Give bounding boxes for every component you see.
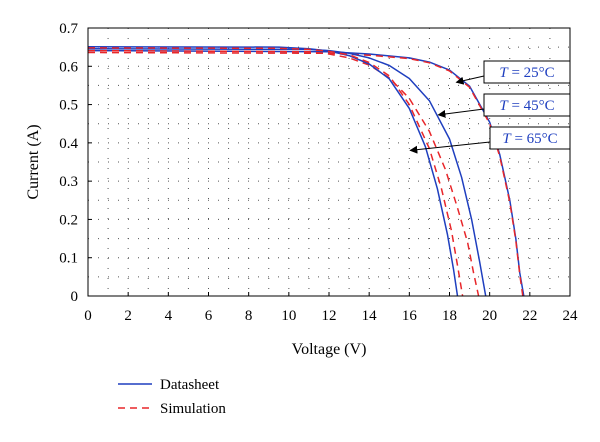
series-datasheet-t45 xyxy=(87,47,487,297)
series-simulation-t25 xyxy=(87,51,524,297)
x-axis-ticks: 0 2 4 6 8 10 12 14 16 18 20 22 24 xyxy=(84,292,578,324)
annotation-box xyxy=(483,60,571,84)
series-layer xyxy=(87,46,525,297)
y-tick-label: 0.5 xyxy=(59,98,78,114)
annotation-arrow xyxy=(437,108,485,118)
x-tick-label: 20 xyxy=(482,308,497,324)
x-tick-label: 4 xyxy=(165,308,173,324)
x-tick-label: 16 xyxy=(402,308,418,324)
x-tick-label: 6 xyxy=(205,308,213,324)
y-tick-label: 0.3 xyxy=(59,174,78,190)
y-tick-label: 0 xyxy=(71,289,79,305)
x-tick-label: 24 xyxy=(563,308,579,324)
y-axis-label: Current (A) xyxy=(25,124,42,199)
annotation-label: T = 45°C xyxy=(499,98,554,114)
y-tick-label: 0.1 xyxy=(59,251,78,267)
annotation-t25: T = 25°C xyxy=(455,60,571,85)
y-axis-ticks: 0 0.1 0.2 0.3 0.4 0.5 0.6 0.7 xyxy=(59,21,92,305)
y-tick-label: 0.2 xyxy=(59,212,78,228)
x-tick-label: 12 xyxy=(322,308,337,324)
series-simulation-t65 xyxy=(87,47,464,297)
grid xyxy=(88,28,570,296)
legend-label-simulation: Simulation xyxy=(160,401,226,417)
series-datasheet-t25 xyxy=(87,49,525,297)
annotation-label: T = 65°C xyxy=(502,131,557,147)
annotation-t65: T = 65°C xyxy=(409,126,571,154)
legend-label-datasheet: Datasheet xyxy=(160,377,220,393)
x-tick-label: 14 xyxy=(362,308,378,324)
series-simulation-t45 xyxy=(87,49,480,297)
series-datasheet-t65 xyxy=(87,46,459,297)
annotations: T = 25°C T = 45°C T = 65°C xyxy=(409,60,571,154)
annotation-arrow xyxy=(409,141,491,154)
annotation-t45: T = 45°C xyxy=(437,93,571,118)
x-tick-label: 18 xyxy=(442,308,457,324)
x-tick-label: 0 xyxy=(84,308,92,324)
annotation-box xyxy=(483,93,571,117)
x-axis-label: Voltage (V) xyxy=(292,341,367,358)
annotation-label: T = 25°C xyxy=(499,65,554,81)
annotation-arrow xyxy=(455,75,485,85)
x-tick-label: 8 xyxy=(245,308,253,324)
x-tick-label: 2 xyxy=(124,308,132,324)
legend: Datasheet Simulation xyxy=(118,377,226,417)
x-tick-label: 10 xyxy=(281,308,296,324)
y-tick-label: 0.6 xyxy=(59,59,78,75)
x-tick-label: 22 xyxy=(522,308,537,324)
y-tick-label: 0.7 xyxy=(59,21,78,37)
y-tick-label: 0.4 xyxy=(59,136,78,152)
annotation-box xyxy=(489,126,571,150)
